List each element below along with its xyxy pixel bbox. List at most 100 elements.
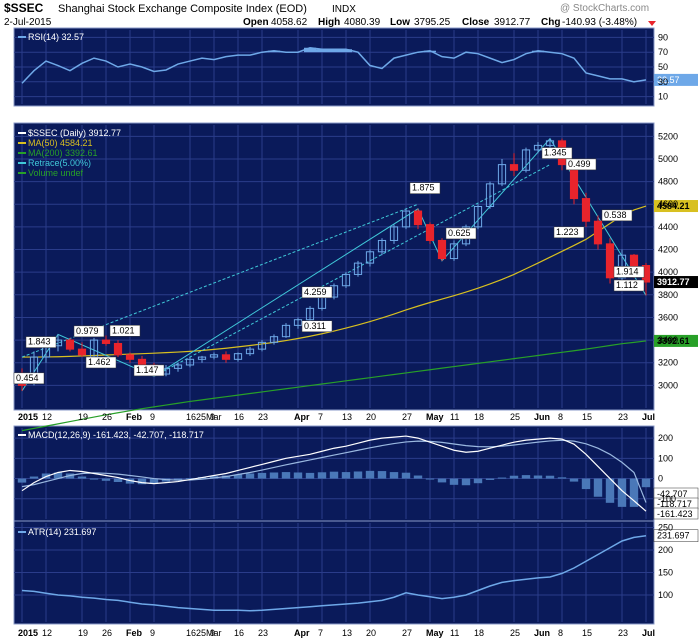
chg-value: -140.93 (-3.48%) [562,17,637,28]
x-tick-label: 19 [78,412,88,422]
retrace-label-box [85,356,117,369]
x-tick-label: 18 [474,412,484,422]
macd-histogram-bar [449,478,459,485]
retrace-label: 0.454 [16,373,39,383]
macd-histogram-bar [89,478,99,480]
candle-body [485,183,495,208]
x-tick-label: Jun [534,628,550,638]
legends: RSI(14) 32.57 $SSEC (Daily) 3912.77MA(50)… [18,32,204,537]
retrace-label: 1.147 [136,365,159,375]
macd-histogram-bar [425,478,435,480]
x-tick-label: 19 [78,628,88,638]
y-tick-label: 4200 [658,245,678,255]
x-tick-label: 23 [258,628,268,638]
retrace-label: 1.875 [412,183,435,193]
candle-body [521,149,531,171]
macd-histogram-bar [401,472,411,479]
watermark: @ StockCharts.com [560,3,649,14]
x-tick-label: 26 [102,628,112,638]
x-tick-label: 11 [450,628,459,638]
candle-body [377,239,387,253]
y-tick-label: 3400 [658,335,678,345]
x-tick-label: 7 [318,412,323,422]
retrace-label-box [541,147,573,159]
x-tick-label: 16 [234,412,244,422]
rsi-value-badge [654,73,698,86]
x-tick-label: 12 [42,628,52,638]
candle-body [341,273,351,287]
macd-histogram-bar [473,478,483,484]
macd-histogram-bar [641,478,651,488]
macd-histogram-bar [245,473,255,479]
candle-body [209,354,219,358]
macd-histogram-bar [377,471,387,479]
macd-histogram-bar [269,472,279,479]
x-tick-label: 18 [474,628,484,638]
macd-histogram-bar [605,478,615,503]
candle-body [389,226,399,241]
index-name: Shanghai Stock Exchange Composite Index … [58,3,307,15]
macd-series: -42.707-118.717-161.423 [17,435,699,520]
macd-histogram-bar [305,472,315,479]
atr-line [21,534,647,612]
macd-histogram-bar [281,472,291,479]
macd-histogram-bar [521,475,531,479]
y-tick-label: 200 [658,433,673,443]
macd-histogram-bar [77,476,87,479]
atr-series: 231.697 [21,529,699,612]
retrace-label: 1.843 [28,337,51,347]
candle-body [305,307,315,321]
x-tick-label: 9 [210,412,215,422]
candle-body [581,198,591,222]
price-legend-entry: MA(50) 4584.21 [28,138,93,148]
macd-histogram-bar [293,472,303,479]
candle-body [221,354,231,360]
x-tick-label: Jul [642,412,655,422]
x-tick-label: 9 [150,628,155,638]
symbol: $SSEC [4,1,44,15]
macd-histogram-bar [173,478,183,480]
macd-histogram-bar [257,472,267,479]
retrace-label: 1.345 [544,148,567,158]
y-tick-label: 50 [658,62,668,72]
macd-value-label: -42.707 [657,489,688,499]
candle-body [281,324,291,338]
quote-date: 2-Jul-2015 [4,17,52,28]
macd-histogram-bar [629,478,639,507]
macd-histogram-bar [353,471,363,479]
macd-signal-line [21,439,647,503]
y-tick-label: 150 [658,568,673,578]
x-tick-label: 9 [210,628,215,638]
candle-body [113,342,123,356]
axes: 1030507090300032003400360038004000420044… [18,32,678,638]
retrace-label-box [565,158,597,171]
x-tick-label: 15 [582,628,592,638]
retrace-label: 1.112 [616,280,638,290]
retrace-label: 1.223 [556,227,579,237]
candle-body [413,210,423,226]
macd-histogram-bar [485,478,495,480]
x-tick-label: 8 [558,412,563,422]
candle-body [257,341,267,350]
atr-legend: ATR(14) 231.697 [28,527,96,537]
macd-value-label: -161.423 [657,509,693,519]
retrace-label-box [109,325,141,337]
macd-histogram-bar [461,478,471,486]
macd-histogram-bar [149,478,159,484]
retrace-label-box [25,336,57,348]
chg-label: Chg [541,17,560,28]
x-tick-label: 2015 [18,628,38,638]
retrace-label-box [613,279,645,292]
y-tick-label: 4800 [658,177,678,187]
price-series: 1.843 0.454 0.979 1.021 1.462 1.147 4.259 0.311… [13,137,698,432]
macd-legend: MACD(12,26,9) -161.423, -42.707, -118.71… [28,430,204,440]
x-tick-label: May [426,628,444,638]
macd-histogram-bar [581,478,591,490]
candle-body [65,339,75,350]
open-label: Open [243,17,269,28]
y-tick-label: 30 [658,77,668,87]
x-tick-label: Apr [294,628,310,638]
macd-histogram-bar [137,478,147,485]
candle-body [533,144,543,151]
y-tick-label: 4400 [658,222,678,232]
